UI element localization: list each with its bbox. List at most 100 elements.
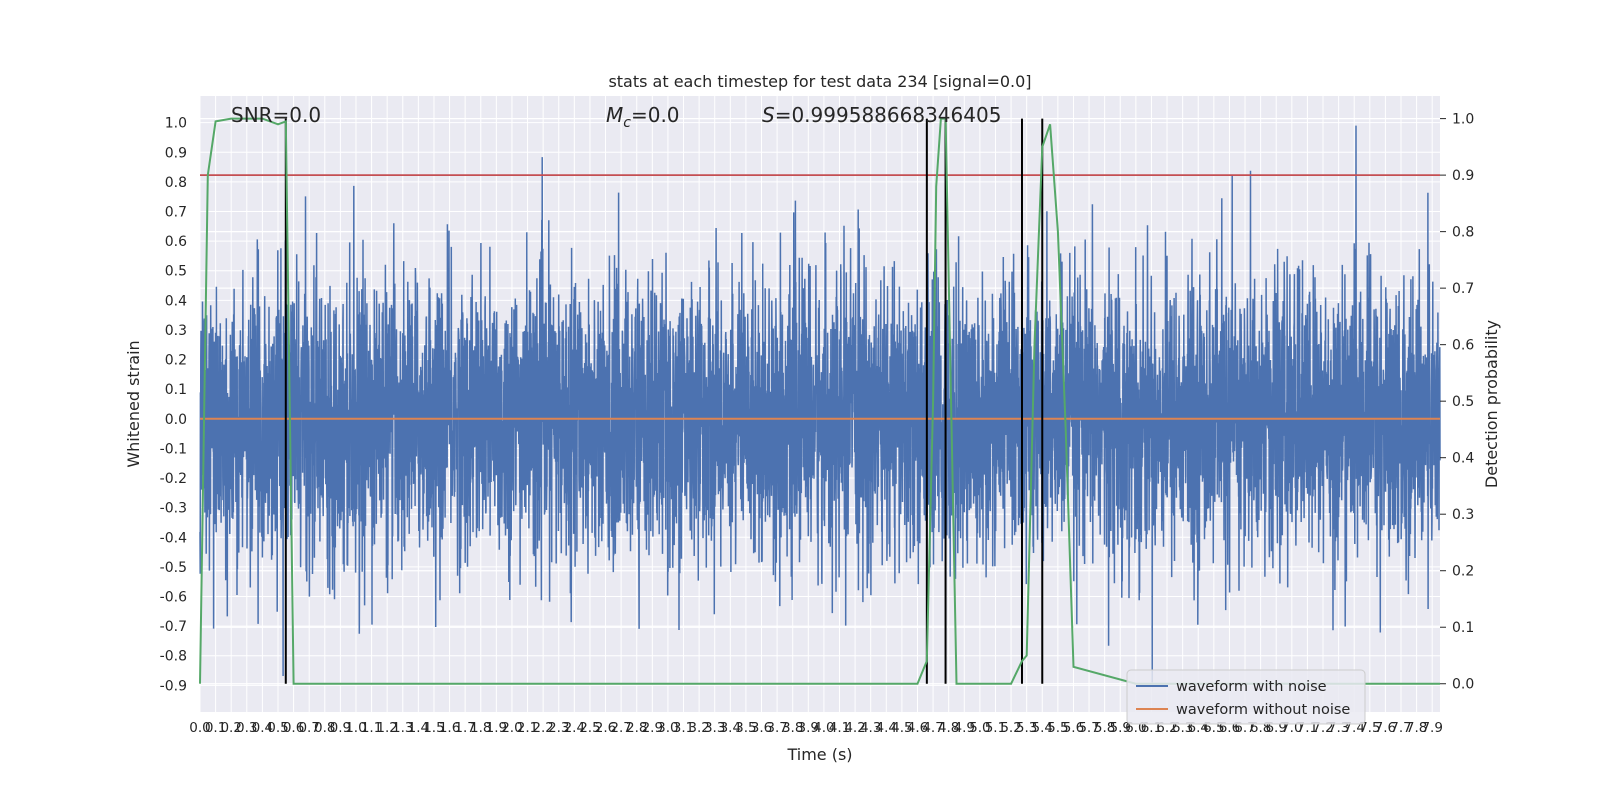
x-tick-label: 3.1 [673, 720, 694, 736]
y-tick-label: 0.8 [165, 175, 187, 191]
y-tick-label: 0.2 [165, 353, 187, 369]
y2-tick-label: 0.4 [1452, 451, 1474, 467]
y2-tick-label: 1.0 [1452, 112, 1474, 128]
x-tick-label: 2.8 [626, 720, 647, 736]
x-tick-label: 4.2 [844, 720, 865, 736]
x-tick-label: 7.9 [1421, 720, 1442, 736]
y2-tick-label: 0.6 [1452, 338, 1474, 354]
x-tick-label: 4.3 [860, 720, 881, 736]
x-tick-label: 5.8 [1094, 720, 1115, 736]
x-tick-label: 2.1 [517, 720, 538, 736]
x-tick-label: 1.6 [439, 720, 460, 736]
y2-tick-label: 0.9 [1452, 168, 1474, 184]
y-tick-label: 0.9 [165, 145, 187, 161]
x-tick-label: 0.5 [267, 720, 288, 736]
x-tick-label: 7.6 [1375, 720, 1396, 736]
x-tick-label: 5.5 [1047, 720, 1068, 736]
x-tick-label: 3.3 [704, 720, 725, 736]
score-annotation: S=0.999588668346405 [762, 103, 1001, 127]
x-tick-label: 1.8 [470, 720, 491, 736]
x-tick-label: 7.8 [1406, 720, 1427, 736]
x-tick-label: 4.9 [954, 720, 975, 736]
lines-layer [199, 117, 1440, 685]
y-tick-label: -0.8 [160, 649, 187, 665]
x-tick-label: 0.3 [236, 720, 257, 736]
y2-tick-label: 0.7 [1452, 281, 1474, 297]
x-tick-label: 4.4 [876, 720, 897, 736]
x-tick-label: 2.3 [548, 720, 569, 736]
y2-tick-label: 0.8 [1452, 225, 1474, 241]
x-tick-label: 2.5 [579, 720, 600, 736]
x-tick-label: 5.4 [1032, 720, 1053, 736]
x-tick-label: 3.2 [688, 720, 709, 736]
x-tick-label: 5.3 [1016, 720, 1037, 736]
x-tick-label: 4.8 [938, 720, 959, 736]
y2-axis-label: Detection probability [1482, 320, 1501, 488]
y-tick-label: -0.4 [160, 530, 187, 546]
x-tick-label: 2.9 [642, 720, 663, 736]
x-tick-label: 5.1 [985, 720, 1006, 736]
y-tick-label: -0.2 [160, 471, 187, 487]
y-tick-label: -0.1 [160, 441, 187, 457]
x-tick-label: 7.7 [1390, 720, 1411, 736]
x-tick-label: 3.6 [751, 720, 772, 736]
x-tick-label: 3.4 [720, 720, 741, 736]
x-tick-label: 4.5 [891, 720, 912, 736]
y-tick-label: 0.5 [165, 264, 187, 280]
x-tick-label: 1.4 [408, 720, 429, 736]
legend-label: waveform with noise [1176, 679, 1327, 695]
y2-tick-label: 0.5 [1452, 394, 1474, 410]
y2-tick-label: 0.0 [1452, 677, 1474, 693]
x-tick-label: 2.4 [564, 720, 585, 736]
y-tick-label: -0.9 [160, 678, 187, 694]
x-tick-label: 3.7 [766, 720, 787, 736]
x-tick-label: 5.0 [969, 720, 990, 736]
x-tick-label: 5.7 [1078, 720, 1099, 736]
x-tick-label: 0.2 [220, 720, 241, 736]
detection-probability-line [199, 117, 1440, 685]
y-tick-label: 0.6 [165, 234, 187, 250]
y2-tick-label: 0.2 [1452, 564, 1474, 580]
y-tick-label: -0.3 [160, 501, 187, 517]
x-tick-label: 2.6 [595, 720, 616, 736]
x-tick-label: 4.1 [829, 720, 850, 736]
x-tick-label: 0.8 [314, 720, 335, 736]
annotations: SNR=0.0 Mc=0.0 S=0.999588668346405 [231, 103, 1001, 131]
legend: waveform with noise waveform without nois… [1126, 669, 1366, 725]
x-tick-label: 1.0 [345, 720, 366, 736]
chirp-mass-annotation: Mc=0.0 [606, 103, 680, 131]
x-tick-label: 0.9 [330, 720, 351, 736]
y-tick-label: 0.3 [165, 323, 187, 339]
x-tick-label: 5.2 [1000, 720, 1021, 736]
noise-waveform-series [199, 125, 1441, 683]
x-tick-label: 1.2 [376, 720, 397, 736]
x-tick-label: 2.2 [532, 720, 553, 736]
x-tick-label: 4.7 [922, 720, 943, 736]
x-tick-label: 4.0 [813, 720, 834, 736]
y-tick-label: 0.1 [165, 382, 187, 398]
x-tick-label: 5.9 [1110, 720, 1131, 736]
y2-tick-label: 0.1 [1452, 620, 1474, 636]
y-axis-ticks: 1.0 0.9 0.8 0.7 0.6 0.5 0.4 0.3 0.2 0.1 0.0 -0.1 -0.… [160, 116, 187, 695]
x-tick-label: 2.7 [610, 720, 631, 736]
x-tick-label: 3.5 [735, 720, 756, 736]
x-tick-label: 1.1 [361, 720, 382, 736]
y-tick-label: 0.0 [165, 412, 187, 428]
x-tick-label: 0.4 [252, 720, 273, 736]
x-tick-label: 7.5 [1359, 720, 1380, 736]
x-axis-label: Time (s) [786, 745, 852, 764]
y-tick-label: 0.4 [165, 293, 187, 309]
legend-box [1126, 669, 1366, 725]
y2-tick-label: 0.3 [1452, 507, 1474, 523]
y-tick-label: 0.7 [165, 205, 187, 221]
y-tick-label: -0.5 [160, 560, 187, 576]
snr-annotation: SNR=0.0 [231, 103, 321, 127]
x-tick-label: 0.7 [298, 720, 319, 736]
y-axis-label: Whitened strain [124, 340, 143, 467]
y2-axis-ticks: 1.0 0.9 0.8 0.7 0.6 0.5 0.4 0.3 0.2 0.1 0.0 [1440, 112, 1474, 693]
x-tick-label: 1.3 [392, 720, 413, 736]
x-tick-label: 1.9 [486, 720, 507, 736]
x-tick-label: 2.0 [501, 720, 522, 736]
chart-title: stats at each timestep for test data 234… [608, 72, 1031, 91]
